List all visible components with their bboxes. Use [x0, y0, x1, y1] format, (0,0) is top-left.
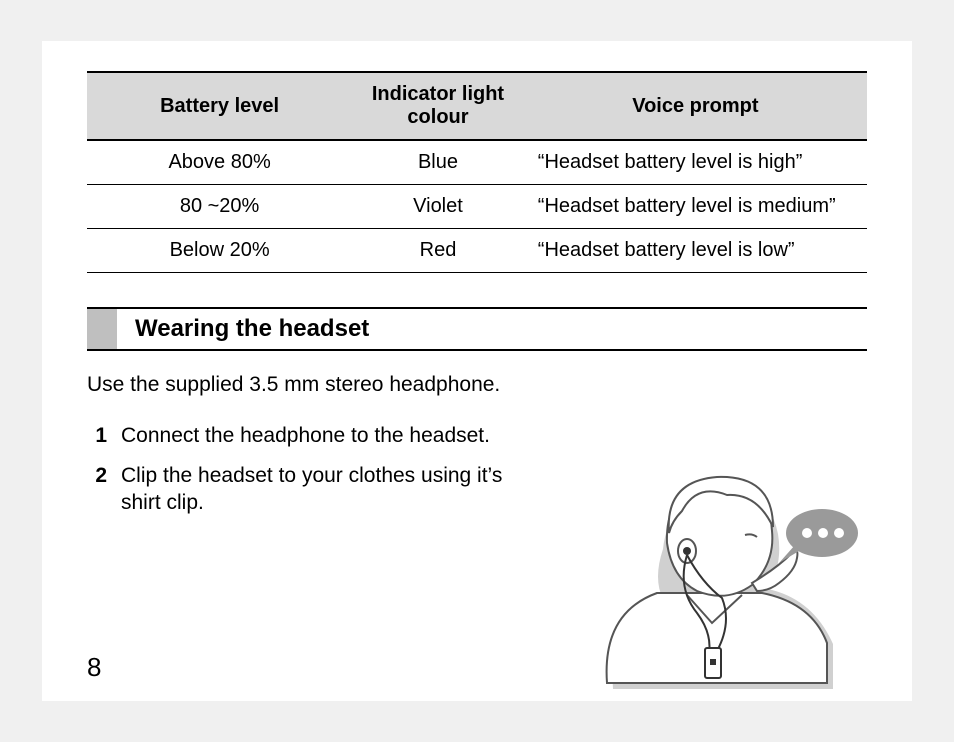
step-text: Connect the headphone to the headset.	[121, 423, 527, 449]
table-row: Below 20% Red “Headset battery level is …	[87, 229, 867, 273]
table-row: Above 80% Blue “Headset battery level is…	[87, 140, 867, 185]
battery-table: Battery level Indicator light colour Voi…	[87, 71, 867, 273]
step-item: 1 Connect the headphone to the headset.	[87, 423, 527, 449]
cell-prompt: “Headset battery level is high”	[524, 140, 867, 185]
step-item: 2 Clip the headset to your clothes using…	[87, 463, 527, 516]
page-number: 8	[87, 652, 101, 683]
cell-colour: Red	[352, 229, 524, 273]
section-title: Wearing the headset	[117, 315, 369, 343]
table-header-row: Battery level Indicator light colour Voi…	[87, 72, 867, 140]
cell-colour: Blue	[352, 140, 524, 185]
cell-colour: Violet	[352, 185, 524, 229]
cell-level: Below 20%	[87, 229, 352, 273]
th-voice-prompt: Voice prompt	[524, 72, 867, 140]
cell-level: 80 ~20%	[87, 185, 352, 229]
section-header: Wearing the headset	[87, 307, 867, 351]
step-number: 2	[87, 463, 121, 516]
step-text: Clip the headset to your clothes using i…	[121, 463, 527, 516]
cell-prompt: “Headset battery level is medium”	[524, 185, 867, 229]
manual-page: Battery level Indicator light colour Voi…	[42, 41, 912, 701]
table-row: 80 ~20% Violet “Headset battery level is…	[87, 185, 867, 229]
th-battery-level: Battery level	[87, 72, 352, 140]
steps-list: 1 Connect the headphone to the headset. …	[87, 423, 527, 693]
th-indicator-colour: Indicator light colour	[352, 72, 524, 140]
cell-level: Above 80%	[87, 140, 352, 185]
content-row: 1 Connect the headphone to the headset. …	[87, 423, 867, 693]
section-tab	[87, 309, 117, 349]
section-intro: Use the supplied 3.5 mm stereo headphone…	[87, 373, 867, 397]
wearing-illustration	[547, 423, 867, 693]
step-number: 1	[87, 423, 121, 449]
cell-prompt: “Headset battery level is low”	[524, 229, 867, 273]
